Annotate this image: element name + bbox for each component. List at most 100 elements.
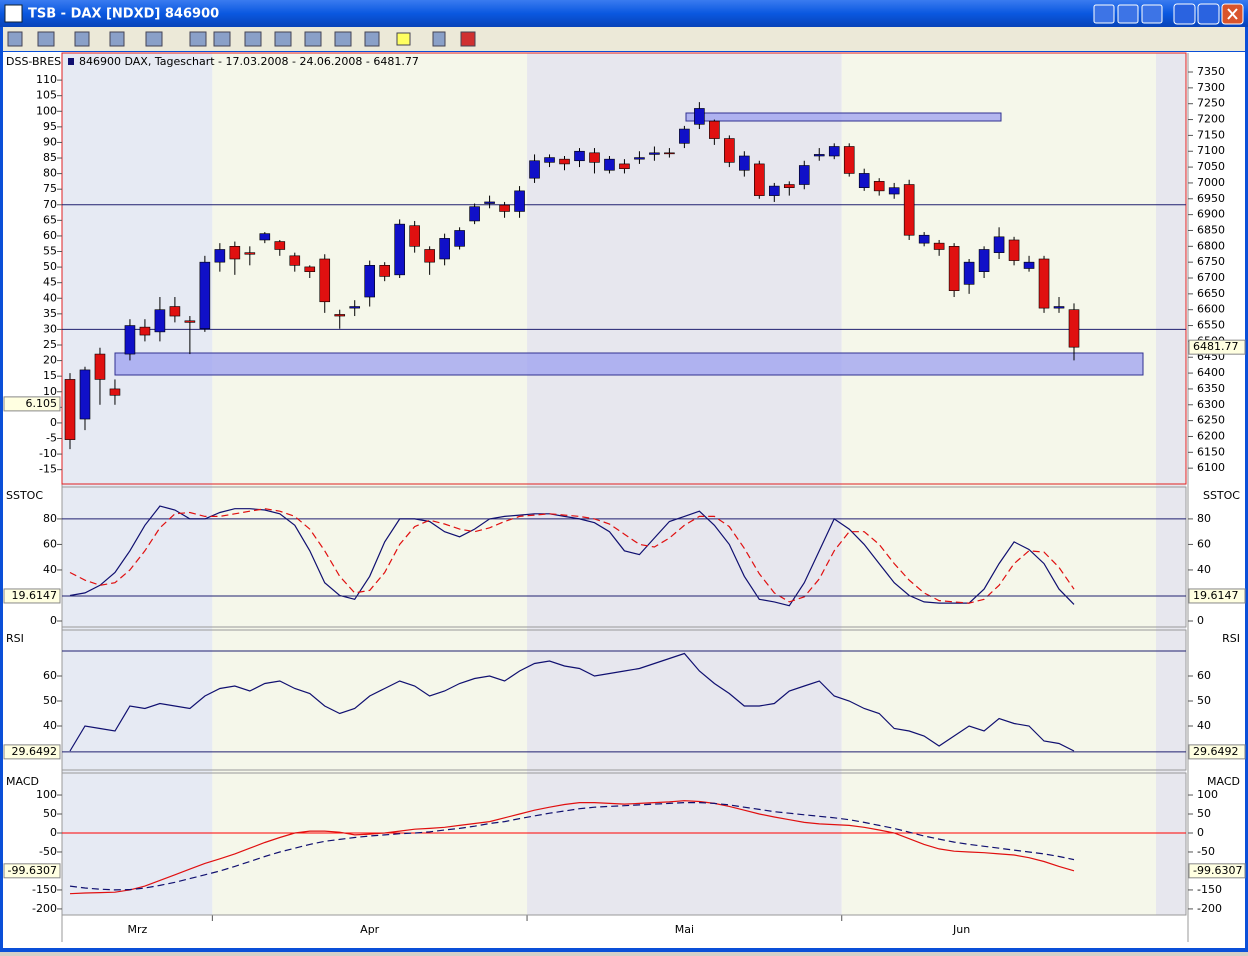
candle-body bbox=[529, 160, 540, 179]
tool-button[interactable] bbox=[432, 31, 446, 47]
tool-button[interactable] bbox=[244, 31, 262, 47]
candle-body bbox=[574, 150, 585, 162]
y-tick-label: 7000 bbox=[1197, 176, 1225, 189]
tool-button[interactable] bbox=[7, 31, 23, 47]
tool-button[interactable] bbox=[274, 31, 292, 47]
candle-body bbox=[94, 353, 106, 380]
value-marker-box bbox=[3, 588, 61, 604]
y-tick-label: 50 bbox=[43, 260, 57, 273]
indicator-line bbox=[69, 802, 1075, 891]
candle-body bbox=[349, 306, 361, 309]
y-tick-label: 20 bbox=[43, 354, 57, 367]
mdi-button[interactable] bbox=[1093, 4, 1115, 24]
x-tick-label: Jun bbox=[952, 923, 970, 936]
tool-button[interactable] bbox=[145, 31, 163, 47]
tool-button[interactable] bbox=[189, 31, 207, 47]
tool-button[interactable] bbox=[364, 31, 380, 47]
y-tick-label: 6700 bbox=[1197, 271, 1225, 284]
candle-body bbox=[813, 154, 825, 157]
y-tick-label: 70 bbox=[43, 198, 57, 211]
value-marker-box bbox=[3, 744, 61, 760]
candle-body bbox=[679, 128, 690, 144]
y-tick-label: -200 bbox=[1197, 902, 1222, 915]
y-tick-label: 55 bbox=[43, 245, 57, 258]
candle-body bbox=[649, 152, 660, 155]
candle-body bbox=[918, 234, 930, 244]
y-tick-label: 6150 bbox=[1197, 445, 1225, 458]
tool-button[interactable] bbox=[334, 31, 352, 47]
y-tick-label: 80 bbox=[1197, 512, 1211, 525]
y-tick-label: 6950 bbox=[1197, 192, 1225, 205]
tool-button[interactable] bbox=[37, 31, 55, 47]
app-icon bbox=[4, 4, 23, 23]
candle-body bbox=[739, 155, 750, 171]
candle-body bbox=[454, 230, 465, 247]
mdi-button[interactable] bbox=[1117, 4, 1139, 24]
y-tick-label: 7250 bbox=[1197, 97, 1225, 110]
y-tick-label: 30 bbox=[43, 322, 57, 335]
candle-body bbox=[1068, 309, 1080, 348]
y-tick-label: 80 bbox=[43, 512, 57, 525]
title-buttons bbox=[1093, 3, 1244, 25]
y-tick-label: 6400 bbox=[1197, 366, 1225, 379]
window-title: TSB - DAX [NDXD] 846900 bbox=[28, 7, 219, 22]
candle-body bbox=[1053, 306, 1065, 309]
candle-body bbox=[229, 246, 241, 260]
candle-body bbox=[559, 158, 570, 165]
value-marker-box bbox=[1188, 339, 1246, 355]
candle-body bbox=[334, 314, 346, 317]
y-tick-label: 100 bbox=[36, 104, 57, 117]
candle-body bbox=[604, 158, 615, 171]
mdi-button[interactable] bbox=[1141, 4, 1163, 24]
candle-body bbox=[963, 261, 975, 285]
candle-body bbox=[619, 163, 630, 169]
candle-body bbox=[289, 255, 301, 266]
y-tick-label: 65 bbox=[43, 213, 57, 226]
x-tick-label: Apr bbox=[360, 923, 380, 936]
tool-button[interactable] bbox=[109, 31, 125, 47]
y-tick-label: 40 bbox=[43, 291, 57, 304]
y-tick-label: 60 bbox=[1197, 669, 1211, 682]
tool-button[interactable] bbox=[460, 31, 476, 47]
y-tick-label: 80 bbox=[43, 167, 57, 180]
tool-button[interactable] bbox=[74, 31, 90, 47]
legend-text: 846900 DAX, Tageschart - 17.03.2008 - 24… bbox=[79, 55, 419, 68]
candle-body bbox=[274, 241, 286, 250]
y-tick-label: -200 bbox=[32, 902, 57, 915]
candle-body bbox=[873, 181, 885, 192]
legend-swatch bbox=[68, 58, 74, 65]
y-tick-label: 6300 bbox=[1197, 398, 1225, 411]
candle-body bbox=[903, 184, 915, 236]
value-marker: 19.6147 bbox=[12, 589, 58, 602]
panel-name: RSI bbox=[1222, 632, 1240, 645]
maximize-button[interactable] bbox=[1197, 3, 1220, 25]
candle-body bbox=[768, 185, 780, 196]
tool-button[interactable] bbox=[396, 32, 411, 46]
plot-area: Mrz Apr Mai Jun 6100 6150 6200 6250 6300 6350 6400… bbox=[3, 52, 1246, 942]
candle-body bbox=[888, 187, 900, 195]
y-tick-label: -50 bbox=[39, 845, 57, 858]
tool-button[interactable] bbox=[304, 31, 322, 47]
candle-body bbox=[469, 206, 480, 222]
y-tick-label: 7150 bbox=[1197, 128, 1225, 141]
tool-button[interactable] bbox=[213, 31, 231, 47]
y-tick-label: 60 bbox=[43, 229, 57, 242]
panel-border bbox=[61, 772, 1187, 916]
y-tick-label: 6900 bbox=[1197, 208, 1225, 221]
panel-name: DSS-BRES bbox=[6, 55, 61, 68]
y-tick-label: 6250 bbox=[1197, 414, 1225, 427]
value-marker: 29.6492 bbox=[12, 745, 58, 758]
candle-body bbox=[709, 120, 720, 139]
y-tick-label: -10 bbox=[39, 447, 57, 460]
y-tick-label: 90 bbox=[43, 135, 57, 148]
y-tick-label: 25 bbox=[43, 338, 57, 351]
minimize-button[interactable] bbox=[1173, 3, 1196, 25]
y-tick-label: 35 bbox=[43, 307, 57, 320]
y-tick-label: 0 bbox=[50, 826, 57, 839]
y-tick-label: 50 bbox=[43, 694, 57, 707]
value-marker: -99.6307 bbox=[8, 864, 57, 877]
y-tick-label: 50 bbox=[43, 807, 57, 820]
y-tick-label: 60 bbox=[1197, 537, 1211, 550]
y-tick-label: 7200 bbox=[1197, 113, 1225, 126]
